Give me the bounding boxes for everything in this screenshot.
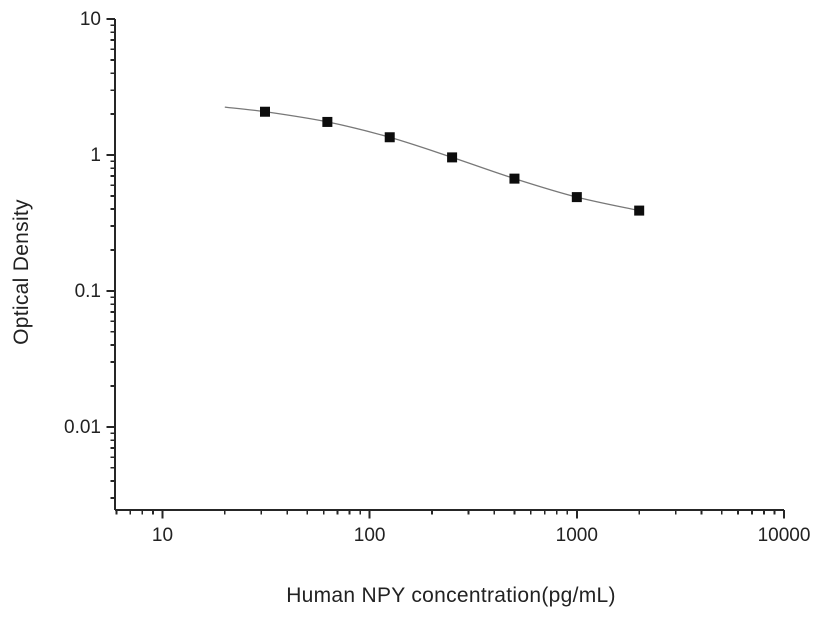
x-tick-label: 100 [354, 525, 386, 546]
y-tick-label: 0.01 [64, 417, 101, 438]
y-tick-label: 10 [80, 9, 101, 30]
data-point-marker [322, 116, 333, 127]
data-point-marker [571, 192, 582, 203]
y-tick-label: 0.1 [75, 281, 101, 302]
data-point-marker [259, 106, 270, 117]
x-tick-label: 1000 [556, 525, 598, 546]
x-axis-title: Human NPY concentration(pg/mL) [286, 584, 616, 607]
data-point-marker [634, 205, 645, 216]
y-axis-title: Optical Density [10, 199, 33, 345]
x-tick-label: 10 [152, 525, 173, 546]
fit-curve [224, 106, 640, 212]
data-point-marker [509, 173, 520, 184]
data-point-marker [384, 132, 395, 143]
data-point-marker [447, 152, 458, 163]
x-tick-label: 10000 [758, 525, 811, 546]
y-tick-label: 1 [90, 145, 101, 166]
